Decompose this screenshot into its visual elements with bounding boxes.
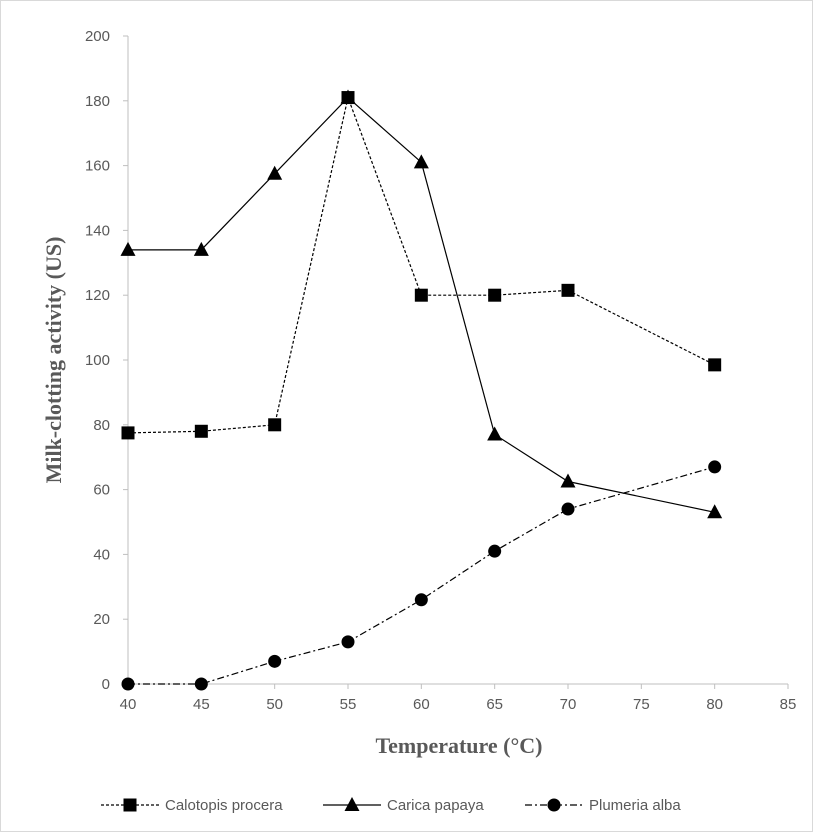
series-line-plumeria-alba bbox=[128, 466, 715, 685]
series-line-calotopis-procera bbox=[127, 95, 715, 434]
legend-label-carica-papaya: Carica papaya bbox=[387, 797, 484, 814]
data-point-plumeria-alba bbox=[708, 460, 722, 474]
legend-item-plumeria-alba: Plumeria alba bbox=[525, 797, 681, 814]
data-point-carica-papaya bbox=[707, 504, 723, 519]
legend-item-carica-papaya: Carica papaya bbox=[323, 797, 484, 814]
data-point-carica-papaya bbox=[120, 241, 136, 256]
series-line-carica-papaya bbox=[128, 96, 715, 513]
y-tick-label: 120 bbox=[85, 287, 110, 304]
x-tick-label: 45 bbox=[193, 696, 210, 713]
legend-marker-carica-papaya bbox=[344, 797, 360, 811]
x-tick-label: 75 bbox=[633, 696, 650, 713]
data-point-carica-papaya bbox=[560, 473, 576, 488]
series-layer bbox=[120, 89, 723, 691]
y-tick-label: 180 bbox=[85, 93, 110, 110]
data-point-plumeria-alba bbox=[268, 654, 282, 668]
data-point-plumeria-alba bbox=[121, 677, 135, 691]
x-tick-label: 65 bbox=[486, 696, 503, 713]
x-tick-label: 80 bbox=[706, 696, 723, 713]
y-tick-label: 200 bbox=[85, 28, 110, 45]
data-point-plumeria-alba bbox=[341, 635, 355, 649]
data-point-calotopis-procera bbox=[561, 283, 575, 297]
legend-marker-plumeria-alba bbox=[547, 798, 561, 812]
data-point-carica-papaya bbox=[487, 426, 503, 441]
x-tick-label: 70 bbox=[560, 696, 577, 713]
x-axis-title: Temperature (°C) bbox=[375, 733, 542, 758]
x-tick-label: 85 bbox=[780, 696, 797, 713]
series-carica-papaya bbox=[120, 89, 723, 519]
y-axis-title: Milk-clotting activity (US) bbox=[41, 237, 66, 484]
data-point-carica-papaya bbox=[193, 241, 209, 256]
x-tick-label: 40 bbox=[120, 696, 137, 713]
legend-label-calotopis-procera: Calotopis procera bbox=[165, 797, 283, 814]
series-plumeria-alba bbox=[121, 460, 722, 691]
data-point-plumeria-alba bbox=[488, 544, 502, 558]
y-tick-label: 140 bbox=[85, 222, 110, 239]
data-point-calotopis-procera bbox=[708, 358, 722, 372]
x-tick-label: 60 bbox=[413, 696, 430, 713]
data-point-plumeria-alba bbox=[561, 502, 575, 516]
x-tick-label: 50 bbox=[266, 696, 283, 713]
data-point-calotopis-procera bbox=[268, 418, 282, 432]
data-point-carica-papaya bbox=[413, 154, 429, 169]
axes bbox=[127, 36, 788, 685]
legend-label-plumeria-alba: Plumeria alba bbox=[589, 797, 681, 814]
data-point-calotopis-procera bbox=[194, 424, 208, 438]
data-point-plumeria-alba bbox=[194, 677, 208, 691]
y-tick-label: 160 bbox=[85, 158, 110, 175]
data-point-carica-papaya bbox=[340, 89, 356, 104]
tick-labels: 40 45 50 55 60 65 70 75 80 85 0 20 40 60 80 100 120 140 16… bbox=[85, 28, 796, 713]
data-point-carica-papaya bbox=[267, 165, 283, 180]
legend: Calotopis procera Carica papaya Plumeria a… bbox=[101, 797, 681, 814]
y-tick-label: 20 bbox=[93, 611, 110, 628]
y-tick-label: 100 bbox=[85, 352, 110, 369]
data-point-calotopis-procera bbox=[121, 426, 135, 440]
y-tick-label: 0 bbox=[102, 676, 110, 693]
x-tick-label: 55 bbox=[340, 696, 357, 713]
series-calotopis-procera bbox=[121, 91, 722, 440]
data-point-calotopis-procera bbox=[488, 288, 502, 302]
legend-item-calotopis-procera: Calotopis procera bbox=[101, 797, 283, 814]
y-tick-label: 80 bbox=[93, 417, 110, 434]
legend-marker-calotopis-procera bbox=[123, 798, 137, 812]
data-point-calotopis-procera bbox=[414, 288, 428, 302]
y-tick-label: 40 bbox=[93, 546, 110, 563]
data-point-plumeria-alba bbox=[414, 593, 428, 607]
y-tick-label: 60 bbox=[93, 482, 110, 499]
